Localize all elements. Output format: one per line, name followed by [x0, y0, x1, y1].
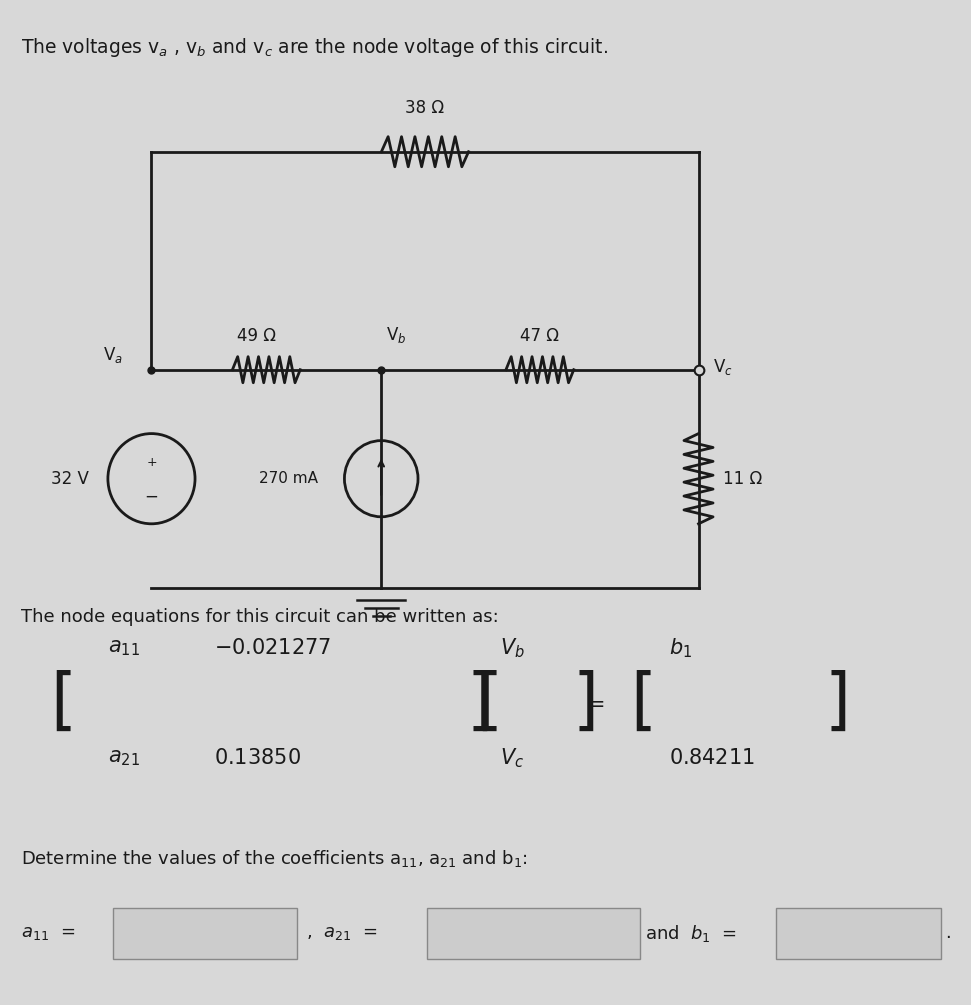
- Text: V$_b$: V$_b$: [386, 325, 407, 345]
- Text: ,  $a_{21}$  =: , $a_{21}$ =: [307, 925, 378, 943]
- Text: .: .: [946, 925, 952, 943]
- Text: +: +: [147, 456, 156, 469]
- Text: V$_c$: V$_c$: [713, 357, 733, 377]
- Text: 32 V: 32 V: [50, 469, 88, 487]
- Text: $V_c$: $V_c$: [500, 747, 524, 770]
- FancyBboxPatch shape: [776, 909, 941, 959]
- Text: [: [: [631, 670, 656, 736]
- Text: ]: ]: [824, 670, 851, 736]
- Text: $V_b$: $V_b$: [500, 636, 525, 659]
- Text: V$_a$: V$_a$: [103, 345, 122, 365]
- Text: $a_{11}$: $a_{11}$: [108, 638, 140, 658]
- Text: $a_{11}$  =: $a_{11}$ =: [20, 925, 75, 943]
- Text: ]: ]: [466, 670, 492, 736]
- Text: 49 Ω: 49 Ω: [237, 327, 276, 345]
- Text: $-0.021277$: $-0.021277$: [215, 638, 331, 658]
- FancyBboxPatch shape: [113, 909, 297, 959]
- Text: $0.13850$: $0.13850$: [215, 748, 301, 768]
- Text: 270 mA: 270 mA: [259, 471, 318, 486]
- Text: −: −: [145, 487, 158, 506]
- Text: Determine the values of the coefficients a$_{11}$, a$_{21}$ and b$_1$:: Determine the values of the coefficients…: [20, 848, 527, 869]
- Text: $b_1$: $b_1$: [669, 636, 692, 659]
- Text: 38 Ω: 38 Ω: [406, 98, 445, 117]
- FancyBboxPatch shape: [427, 909, 641, 959]
- Text: The node equations for this circuit can be written as:: The node equations for this circuit can …: [20, 608, 498, 626]
- Text: ]: ]: [573, 670, 599, 736]
- Text: and  $b_1$  =: and $b_1$ =: [646, 923, 737, 944]
- Text: $0.84211$: $0.84211$: [669, 748, 755, 768]
- Text: [: [: [476, 670, 502, 736]
- Text: [: [: [50, 670, 76, 736]
- Text: $a_{21}$: $a_{21}$: [108, 748, 140, 768]
- Text: The voltages v$_a$ , v$_b$ and v$_c$ are the node voltage of this circuit.: The voltages v$_a$ , v$_b$ and v$_c$ are…: [20, 36, 608, 59]
- Text: 11 Ω: 11 Ω: [722, 469, 762, 487]
- Text: $=$: $=$: [583, 692, 605, 713]
- Text: 47 Ω: 47 Ω: [520, 327, 559, 345]
